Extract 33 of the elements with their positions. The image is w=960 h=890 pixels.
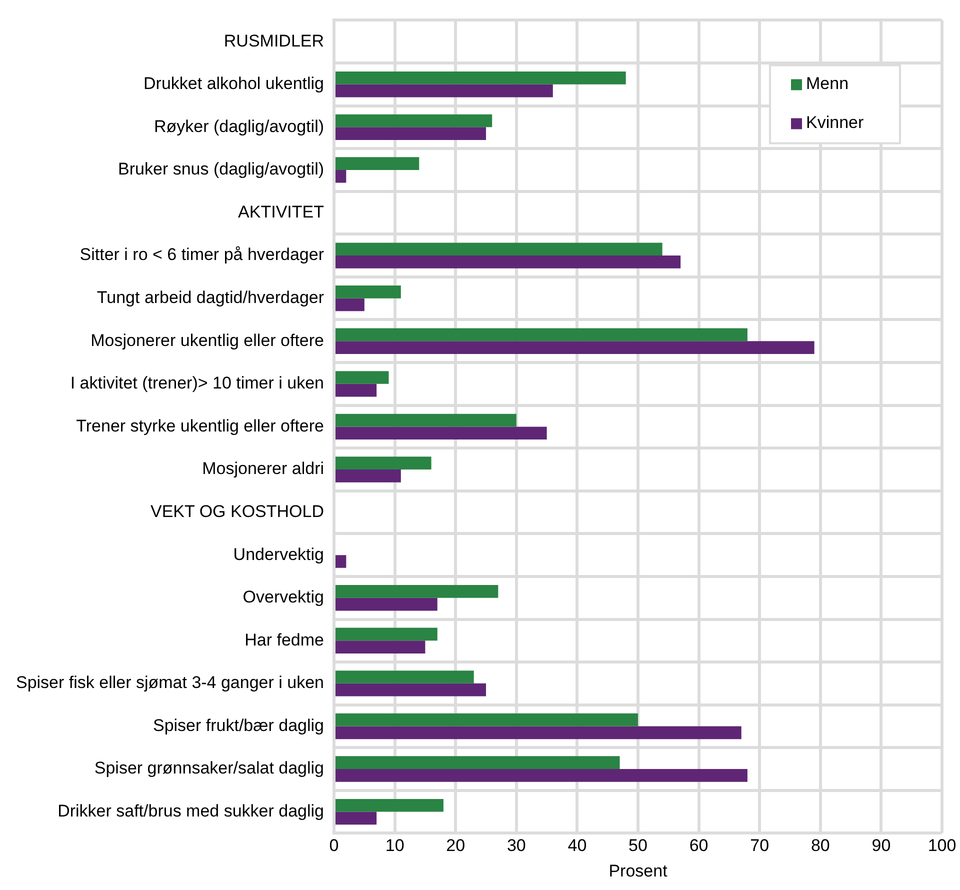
x-tick-label: 30 xyxy=(506,836,526,856)
x-tick-label: 50 xyxy=(628,836,648,856)
y-tick-label: Undervektig xyxy=(233,544,324,564)
x-axis-title: Prosent xyxy=(608,861,668,880)
x-tick-label: 10 xyxy=(385,836,404,856)
x-tick-label: 0 xyxy=(329,836,339,856)
x-tick-label: 40 xyxy=(568,836,587,856)
y-tick-label: Sitter i ro < 6 timer på hverdager xyxy=(80,245,324,264)
y-tick-label: Overvektig xyxy=(242,588,324,607)
x-tick-label: 20 xyxy=(446,836,466,856)
legend-label: Kvinner xyxy=(806,112,864,132)
y-tick-label: Røyker (daglig/avogtil) xyxy=(154,116,324,136)
y-tick-label: I aktivitet (trener)> 10 timer i uken xyxy=(70,374,324,393)
x-tick-label: 60 xyxy=(689,836,708,856)
legend-label: Menn xyxy=(806,74,849,93)
y-tick-label: AKTIVITET xyxy=(238,202,324,222)
y-tick-label: Har fedme xyxy=(244,630,324,650)
y-tick-label: Drikker saft/brus med sukker daglig xyxy=(58,801,324,820)
y-tick-label: Tungt arbeid dagtid/hverdager xyxy=(96,288,324,308)
x-tick-label: 90 xyxy=(872,836,891,856)
y-tick-label: Spiser frukt/bær daglig xyxy=(152,716,324,735)
y-tick-label: Spiser grønnsaker/salat daglig xyxy=(94,758,324,778)
y-tick-label: RUSMIDLER xyxy=(224,31,324,50)
x-tick-label: 70 xyxy=(750,836,770,856)
y-tick-label: Mosjonerer ukentlig eller oftere xyxy=(90,330,324,350)
y-tick-label: Trener styrke ukentlig eller oftere xyxy=(76,416,324,436)
x-tick-label: 80 xyxy=(810,836,830,856)
x-tick-label: 100 xyxy=(928,836,956,856)
y-tick-label: Spiser fisk eller sjømat 3-4 ganger i uken xyxy=(16,673,324,692)
y-tick-label: VEKT OG KOSTHOLD xyxy=(150,502,324,521)
y-tick-label: Mosjonerer aldri xyxy=(202,459,324,478)
y-tick-label: Bruker snus (daglig/avogtil) xyxy=(118,160,324,179)
y-tick-label: Drukket alkohol ukentlig xyxy=(144,74,324,94)
